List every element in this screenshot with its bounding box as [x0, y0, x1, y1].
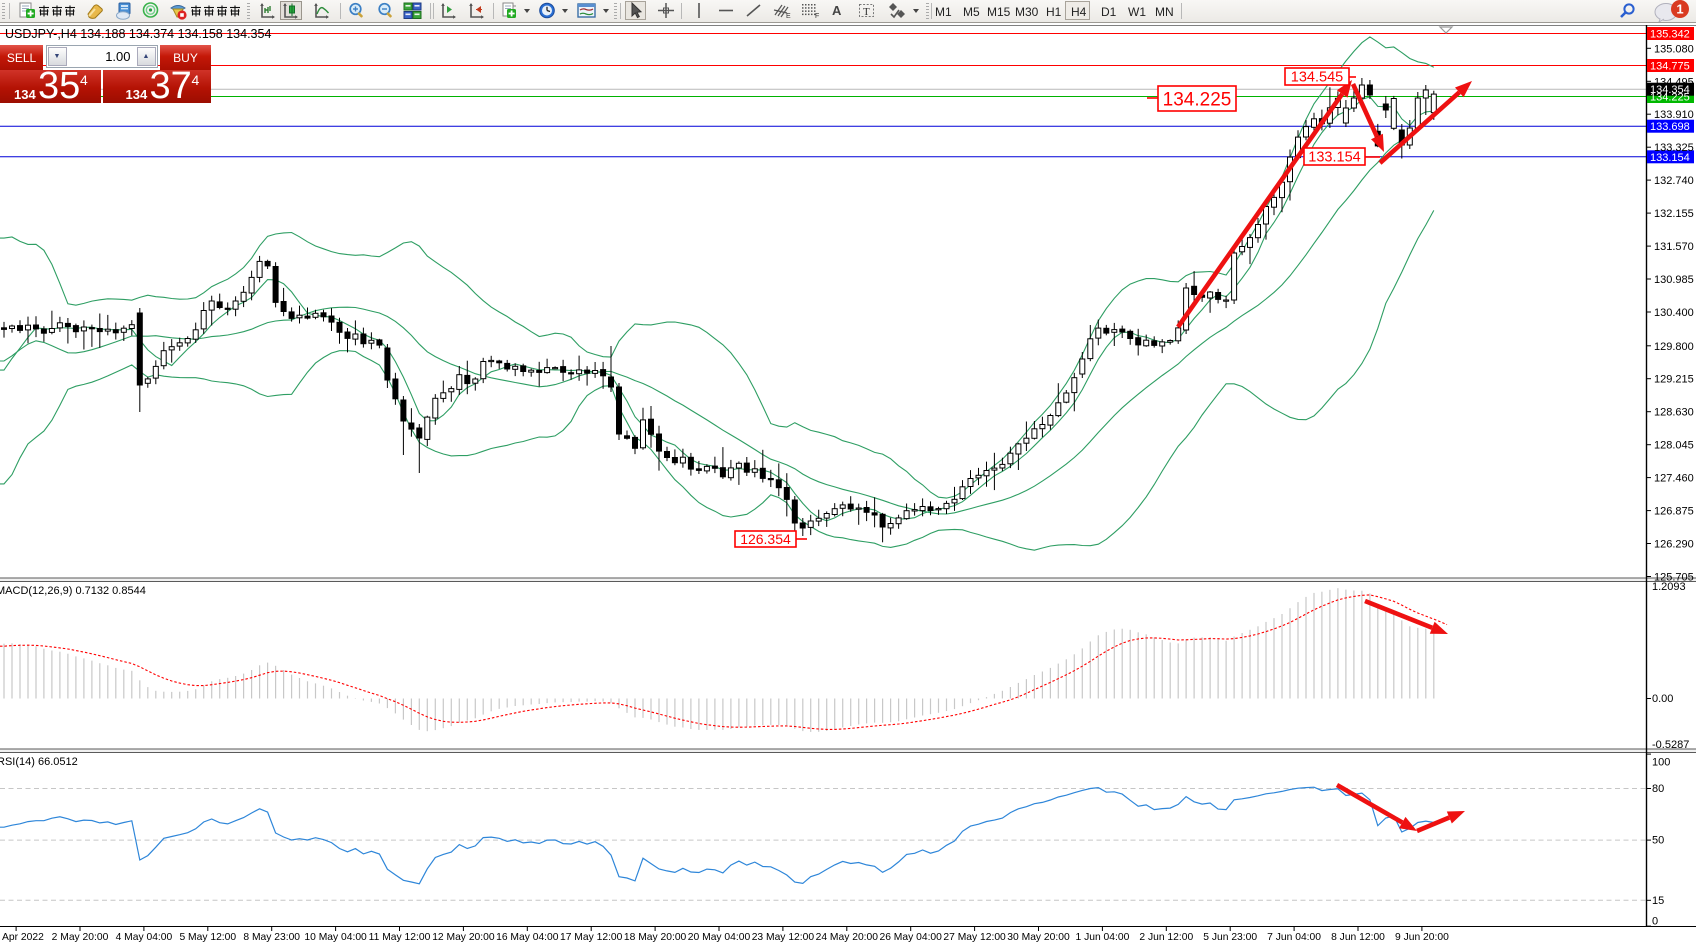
svg-text:-0.5287: -0.5287 [1652, 739, 1689, 751]
svg-text:26 May 04:00: 26 May 04:00 [879, 932, 942, 943]
svg-text:1: 1 [1676, 2, 1683, 17]
svg-text:133.910: 133.910 [1654, 109, 1694, 121]
svg-text:50: 50 [1652, 835, 1664, 847]
svg-text:133.154: 133.154 [1650, 152, 1690, 164]
svg-text:130.985: 130.985 [1654, 274, 1694, 286]
svg-text:128.630: 128.630 [1654, 407, 1694, 419]
svg-text:8 May 23:00: 8 May 23:00 [243, 932, 300, 943]
svg-text:12 May 20:00: 12 May 20:00 [432, 932, 495, 943]
svg-text:27 May 12:00: 27 May 12:00 [943, 932, 1006, 943]
svg-text:132.155: 132.155 [1654, 208, 1694, 220]
svg-text:2 May 20:00: 2 May 20:00 [52, 932, 109, 943]
svg-text:30 May 20:00: 30 May 20:00 [1007, 932, 1070, 943]
svg-text:132.740: 132.740 [1654, 175, 1694, 187]
svg-text:130.400: 130.400 [1654, 307, 1694, 319]
svg-text:Apr 2022: Apr 2022 [2, 932, 44, 943]
svg-text:10 May 04:00: 10 May 04:00 [304, 932, 367, 943]
svg-text:127.460: 127.460 [1654, 473, 1694, 485]
svg-text:2 Jun 12:00: 2 Jun 12:00 [1139, 932, 1193, 943]
svg-text:7 Jun 04:00: 7 Jun 04:00 [1267, 932, 1321, 943]
svg-text:125.705: 125.705 [1654, 572, 1694, 584]
svg-text:135.342: 135.342 [1650, 29, 1690, 41]
svg-text:133.154: 133.154 [1308, 150, 1360, 166]
svg-text:135.080: 135.080 [1654, 43, 1694, 55]
svg-text:129.215: 129.215 [1654, 374, 1694, 386]
svg-text:MACD(12,26,9) 0.7132 0.8544: MACD(12,26,9) 0.7132 0.8544 [0, 585, 146, 597]
svg-text:126.290: 126.290 [1654, 539, 1694, 551]
svg-text:11 May 12:00: 11 May 12:00 [369, 932, 431, 943]
svg-text:8 Jun 12:00: 8 Jun 12:00 [1331, 932, 1385, 943]
svg-text:T: T [863, 6, 870, 18]
svg-text:128.045: 128.045 [1654, 440, 1694, 452]
svg-text:134.354: 134.354 [1650, 84, 1690, 96]
svg-text:4 May 04:00: 4 May 04:00 [116, 932, 173, 943]
svg-text:23 May 12:00: 23 May 12:00 [752, 932, 815, 943]
svg-text:0.00: 0.00 [1652, 693, 1673, 705]
svg-text:F: F [815, 13, 819, 20]
svg-text:E: E [786, 13, 791, 20]
svg-text:24 May 20:00: 24 May 20:00 [816, 932, 879, 943]
svg-text:18 May 20:00: 18 May 20:00 [624, 932, 687, 943]
svg-text:5 May 12:00: 5 May 12:00 [179, 932, 236, 943]
svg-text:80: 80 [1652, 783, 1664, 795]
svg-text:5 Jun 23:00: 5 Jun 23:00 [1203, 932, 1257, 943]
svg-text:133.325: 133.325 [1654, 142, 1694, 154]
svg-text:RSI(14) 66.0512: RSI(14) 66.0512 [0, 756, 78, 768]
svg-text:20 May 04:00: 20 May 04:00 [688, 932, 751, 943]
svg-text:126.354: 126.354 [740, 531, 791, 547]
svg-text:16 May 04:00: 16 May 04:00 [496, 932, 559, 943]
svg-text:134.495: 134.495 [1654, 76, 1694, 88]
svg-text:134.225: 134.225 [1163, 89, 1232, 110]
svg-text:0: 0 [1652, 916, 1658, 928]
svg-text:131.570: 131.570 [1654, 241, 1694, 253]
svg-text:129.800: 129.800 [1654, 341, 1694, 353]
svg-text:1.2093: 1.2093 [1652, 581, 1686, 593]
svg-text:126.875: 126.875 [1654, 506, 1694, 518]
svg-text:9 Jun 20:00: 9 Jun 20:00 [1395, 932, 1449, 943]
svg-text:134.775: 134.775 [1650, 61, 1690, 73]
svg-text:15: 15 [1652, 895, 1664, 907]
svg-text:133.698: 133.698 [1650, 121, 1690, 133]
svg-text:134.545: 134.545 [1291, 70, 1343, 86]
svg-text:17 May 12:00: 17 May 12:00 [560, 932, 623, 943]
svg-text:100: 100 [1652, 757, 1670, 769]
svg-text:134.225: 134.225 [1650, 92, 1690, 104]
svg-text:1 Jun 04:00: 1 Jun 04:00 [1075, 932, 1129, 943]
svg-text:USDJPY-,H4 134.188 134.374 13: USDJPY-,H4 134.188 134.374 134.158 134.3… [5, 27, 271, 41]
